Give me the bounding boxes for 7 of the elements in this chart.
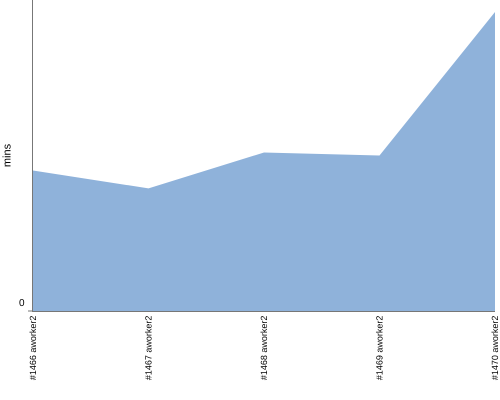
x-tick-label: #1466 aworker2 xyxy=(28,316,38,380)
y-axis-title: mins xyxy=(2,143,14,168)
x-tick-label: #1470 aworker2 xyxy=(490,316,500,380)
text: 0 xyxy=(19,298,25,309)
x-tick-label: #1469 aworker2 xyxy=(374,316,384,380)
x-tick-label: #1467 aworker2 xyxy=(143,316,154,380)
x-tick-label: #1468 aworker2 xyxy=(258,316,269,380)
